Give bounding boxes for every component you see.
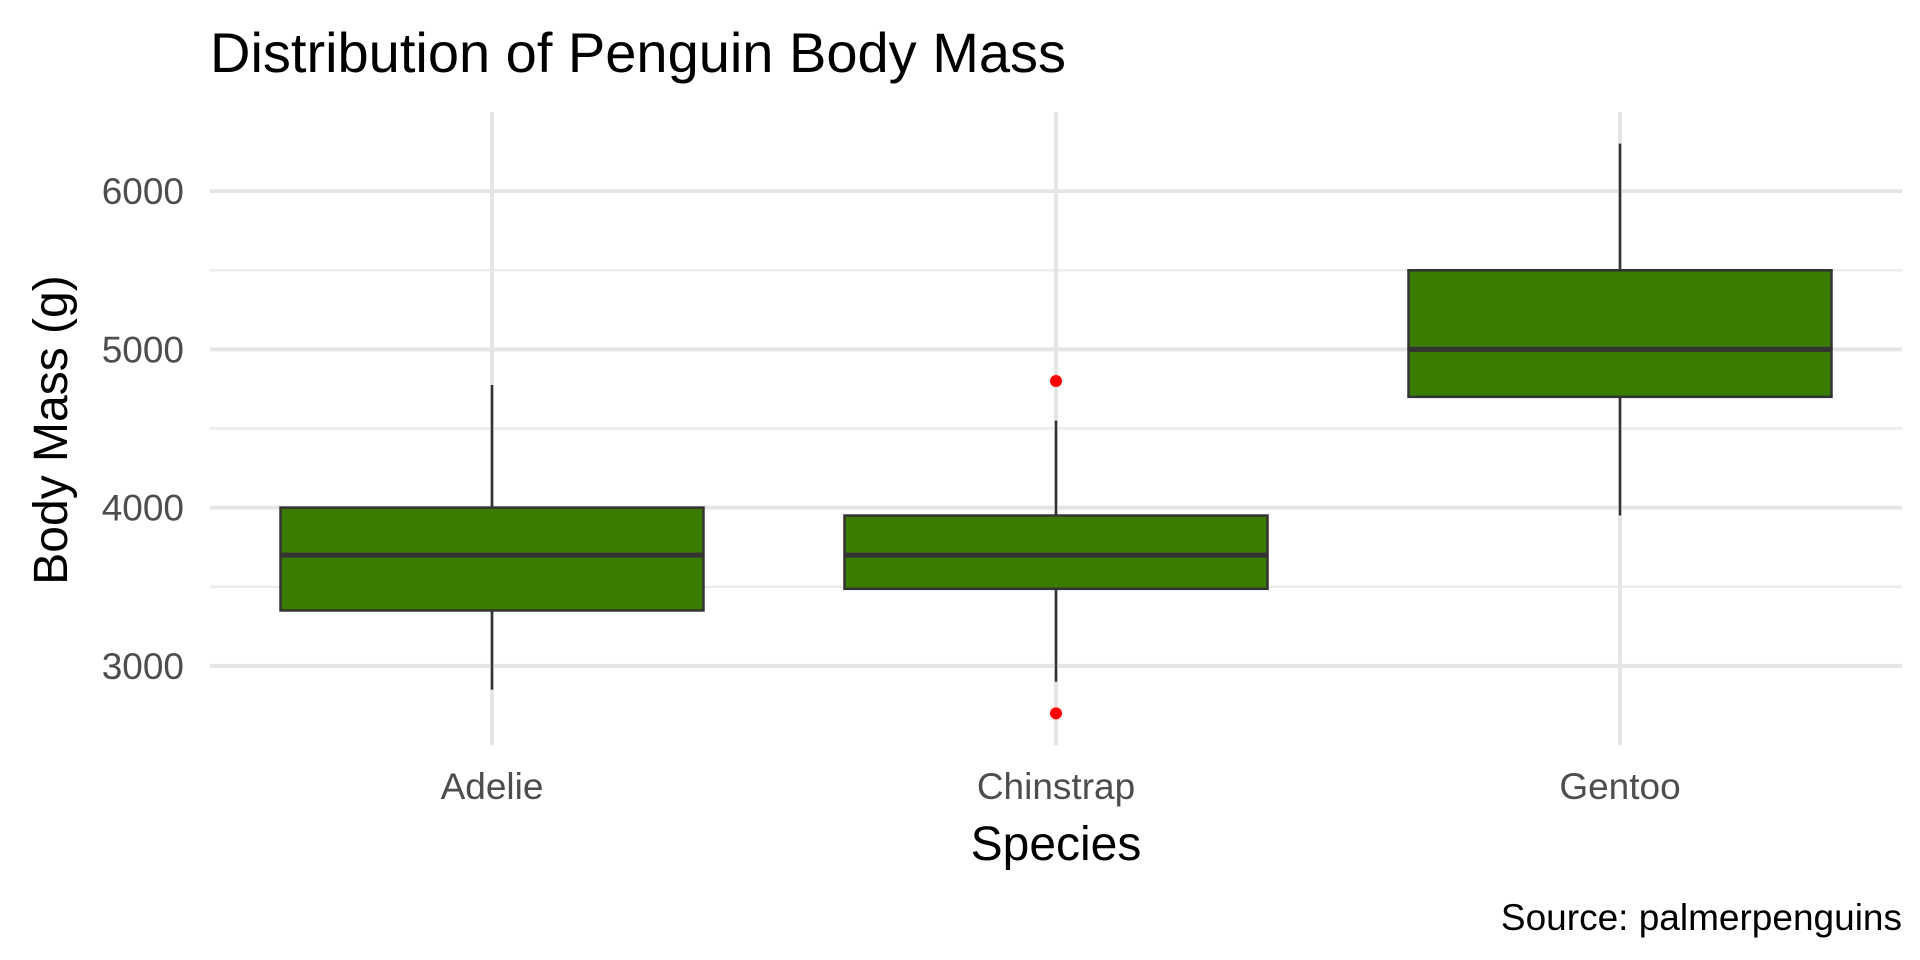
box-adelie [279, 506, 705, 612]
y-tick-label-3000: 3000 [102, 646, 184, 687]
box-group-gentoo [1407, 143, 1833, 516]
x-axis-ticks: Adelie Chinstrap Gentoo [441, 766, 1681, 807]
chart-title: Distribution of Penguin Body Mass [210, 21, 1066, 84]
x-tick-label-gentoo: Gentoo [1559, 766, 1680, 807]
box-group-adelie [279, 384, 705, 690]
y-tick-label-4000: 4000 [102, 488, 184, 529]
y-axis-title: Body Mass (g) [25, 275, 78, 584]
box-plots [279, 143, 1833, 720]
y-axis-ticks: 3000 4000 5000 6000 [102, 171, 184, 687]
box-gentoo [1407, 269, 1833, 399]
outlier-point-chinstrap-1 [1050, 707, 1062, 720]
box-group-chinstrap [843, 375, 1269, 720]
chart-caption: Source: palmerpenguins [1501, 897, 1902, 938]
y-tick-label-5000: 5000 [102, 329, 184, 370]
x-tick-label-chinstrap: Chinstrap [977, 766, 1135, 807]
box-chinstrap [843, 514, 1269, 591]
outlier-point-chinstrap-0 [1050, 375, 1062, 388]
y-tick-label-6000: 6000 [102, 171, 184, 212]
x-tick-label-adelie: Adelie [441, 766, 544, 807]
x-axis-title: Species [971, 818, 1142, 871]
